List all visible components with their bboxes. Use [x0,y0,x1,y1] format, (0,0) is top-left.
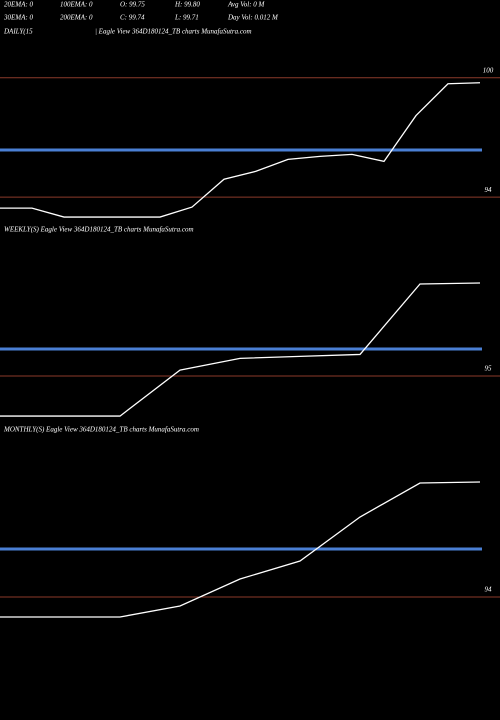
header-stat: Avg Vol: 0 M [227,1,266,9]
panel-title: MONTHLY(S) Eagle View 364D180124_TB char… [3,426,199,434]
header-stat: 20EMA: 0 [4,1,33,9]
panel-title: WEEKLY(S) Eagle View 364D180124_TB chart… [4,226,194,234]
price-line [0,282,481,417]
header-stat: 100EMA: 0 [60,1,93,9]
header-stat: O: 99.75 [120,1,145,9]
header-stat: Day Vol: 0.012 M [227,14,279,22]
header-stat: 200EMA: 0 [60,14,93,22]
header-stat: L: 99.71 [174,14,199,22]
price-line [0,481,481,618]
header-stat: C: 99.74 [120,14,145,22]
y-tick-label: 95 [485,365,493,373]
header-stat: H: 99.80 [174,1,200,9]
price-line [0,82,481,218]
y-tick-label: 100 [483,66,494,74]
y-tick-label: 94 [485,586,493,594]
header-stat: 30EMA: 0 [3,14,33,22]
panel-subtitle: | Eagle View 364D180124_TB charts Munafa… [95,28,252,36]
y-tick-label: 94 [485,186,493,194]
panel-title: DAILY(15 [3,28,33,36]
